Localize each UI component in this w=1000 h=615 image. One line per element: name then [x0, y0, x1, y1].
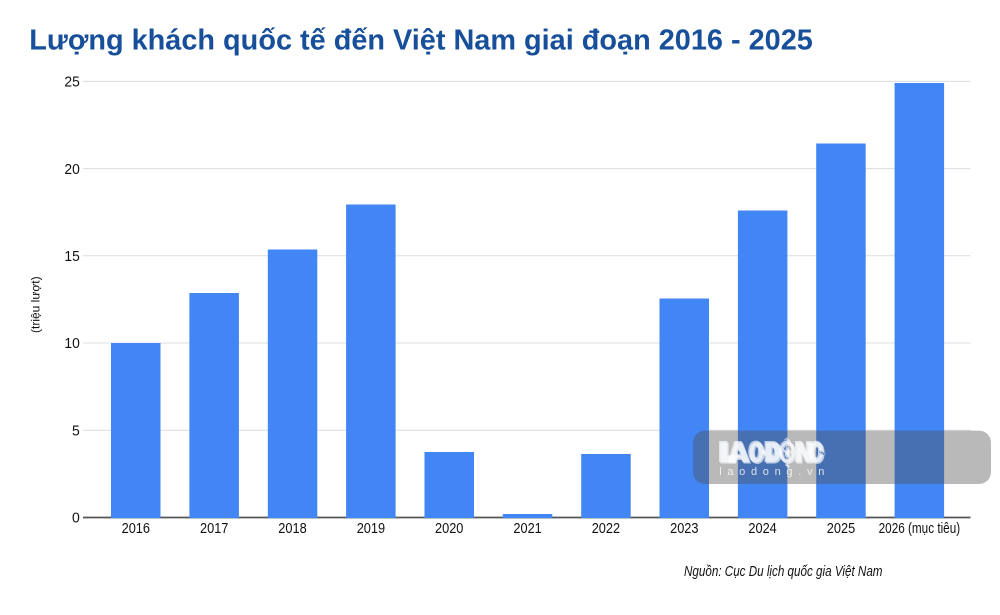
- svg-text:15: 15: [64, 249, 79, 265]
- svg-text:2022: 2022: [592, 521, 620, 537]
- svg-text:Nguồn: Cục Du lịch quốc gia Vi: Nguồn: Cục Du lịch quốc gia Việt Nam: [684, 564, 883, 580]
- svg-text:2016: 2016: [122, 521, 150, 537]
- svg-text:25: 25: [64, 75, 79, 91]
- svg-text:2026 (mục tiêu): 2026 (mục tiêu): [879, 521, 961, 537]
- svg-text:2019: 2019: [357, 521, 385, 537]
- svg-text:20: 20: [64, 162, 79, 178]
- svg-text:2018: 2018: [278, 521, 306, 537]
- svg-text:2023: 2023: [670, 521, 698, 537]
- svg-text:2024: 2024: [748, 521, 776, 537]
- svg-text:(triệu lượt): (triệu lượt): [28, 276, 42, 333]
- svg-text:2021: 2021: [513, 521, 541, 537]
- svg-text:laodong.vn: laodong.vn: [719, 466, 830, 478]
- svg-text:Lượng khách quốc tế đến Việt N: Lượng khách quốc tế đến Việt Nam giai đo…: [29, 25, 813, 57]
- svg-text:2020: 2020: [435, 521, 463, 537]
- svg-text:2025: 2025: [827, 521, 855, 537]
- svg-text:2017: 2017: [200, 521, 228, 537]
- svg-text:5: 5: [72, 423, 80, 439]
- svg-text:0: 0: [72, 511, 80, 527]
- svg-text:10: 10: [64, 336, 79, 352]
